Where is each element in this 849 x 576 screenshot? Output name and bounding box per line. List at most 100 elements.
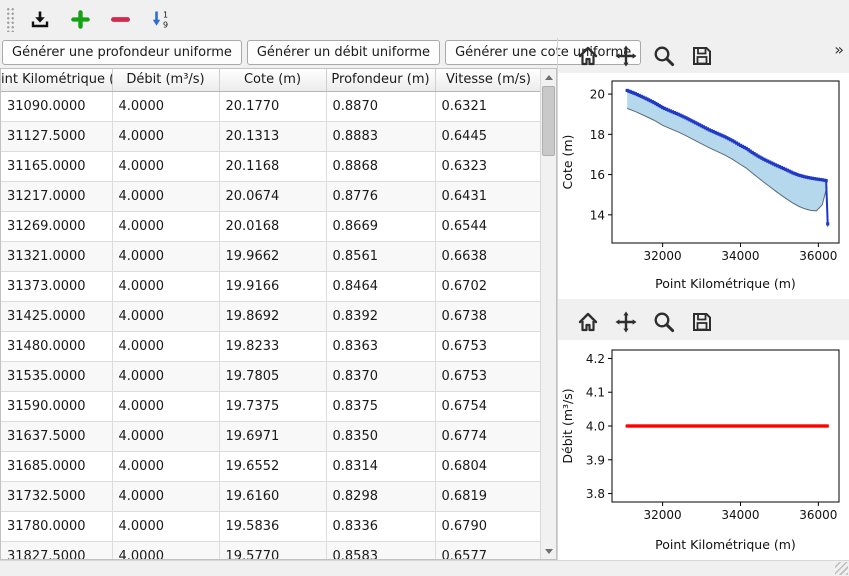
table-row[interactable]: 31590.0000 4.0000 19.7375 0.8375 0.6754 xyxy=(1,391,543,422)
column-header[interactable]: Débit (m³/s) xyxy=(112,69,220,92)
table-row[interactable]: 31685.0000 4.0000 19.6552 0.8314 0.6804 xyxy=(1,451,543,482)
table-cell[interactable]: 0.6819 xyxy=(435,481,543,512)
table-cell[interactable]: 4.0000 xyxy=(112,331,220,362)
zoom-button[interactable] xyxy=(650,308,678,336)
table-cell[interactable]: 0.8669 xyxy=(326,211,436,242)
export-button[interactable] xyxy=(26,5,54,33)
table-cell[interactable]: 19.7375 xyxy=(219,391,327,422)
column-header[interactable]: int Kilométrique ( xyxy=(1,69,113,92)
table-cell[interactable]: 20.1168 xyxy=(219,151,327,182)
table-cell[interactable]: 4.0000 xyxy=(112,391,220,422)
table-cell[interactable]: 19.5770 xyxy=(219,541,327,559)
table-cell[interactable]: 31321.0000 xyxy=(1,241,113,272)
table-cell[interactable]: 0.8370 xyxy=(326,361,436,392)
table-cell[interactable]: 20.0168 xyxy=(219,211,327,242)
table-cell[interactable]: 0.6323 xyxy=(435,151,543,182)
table-row[interactable]: 31127.5000 4.0000 20.1313 0.8883 0.6445 xyxy=(1,121,543,152)
table-row[interactable]: 31827.5000 4.0000 19.5770 0.8583 0.6577 xyxy=(1,541,543,559)
table-row[interactable]: 31780.0000 4.0000 19.5836 0.8336 0.6790 xyxy=(1,511,543,542)
table-cell[interactable]: 4.0000 xyxy=(112,481,220,512)
add-row-button[interactable] xyxy=(66,5,94,33)
table-cell[interactable]: 0.6804 xyxy=(435,451,543,482)
table-cell[interactable]: 4.0000 xyxy=(112,91,220,122)
table-row[interactable]: 31535.0000 4.0000 19.7805 0.8370 0.6753 xyxy=(1,361,543,392)
save-button[interactable] xyxy=(688,42,716,70)
table-row[interactable]: 31321.0000 4.0000 19.9662 0.8561 0.6638 xyxy=(1,241,543,272)
cote-chart-canvas[interactable]: 32000 34000 36000 14 16 18 20 Point Kilométriqu… xyxy=(558,73,849,296)
table-cell[interactable]: 4.0000 xyxy=(112,541,220,559)
table-cell[interactable]: 4.0000 xyxy=(112,301,220,332)
pan-button[interactable] xyxy=(612,42,640,70)
table-cell[interactable]: 31535.0000 xyxy=(1,361,113,392)
table-cell[interactable]: 20.1770 xyxy=(219,91,327,122)
generate-depth-button[interactable]: Générer une profondeur uniforme xyxy=(2,40,242,65)
table-cell[interactable]: 0.6753 xyxy=(435,331,543,362)
table-cell[interactable]: 0.6790 xyxy=(435,511,543,542)
table-cell[interactable]: 4.0000 xyxy=(112,271,220,302)
toolbar-overflow-chevron[interactable]: » xyxy=(834,40,844,59)
home-button[interactable] xyxy=(574,308,602,336)
table-cell[interactable]: 20.0674 xyxy=(219,181,327,212)
table-cell[interactable]: 0.6544 xyxy=(435,211,543,242)
table-cell[interactable]: 19.6971 xyxy=(219,421,327,452)
table-cell[interactable]: 4.0000 xyxy=(112,181,220,212)
table-cell[interactable]: 4.0000 xyxy=(112,151,220,182)
table-cell[interactable]: 31590.0000 xyxy=(1,391,113,422)
remove-row-button[interactable] xyxy=(106,5,134,33)
debit-chart-canvas[interactable]: 32000 34000 36000 3.8 3.9 4.0 4.1 4.2 Point Kilo… xyxy=(558,340,849,556)
table-row[interactable]: 31480.0000 4.0000 19.8233 0.8363 0.6753 xyxy=(1,331,543,362)
table-cell[interactable]: 4.0000 xyxy=(112,241,220,272)
table-row[interactable]: 31269.0000 4.0000 20.0168 0.8669 0.6544 xyxy=(1,211,543,242)
column-header[interactable]: Profondeur (m) xyxy=(326,69,436,92)
column-header[interactable]: Vitesse (m/s) xyxy=(435,69,543,92)
table-cell[interactable]: 4.0000 xyxy=(112,211,220,242)
table-cell[interactable]: 31685.0000 xyxy=(1,451,113,482)
table-cell[interactable]: 0.8363 xyxy=(326,331,436,362)
table-cell[interactable]: 19.6160 xyxy=(219,481,327,512)
table-cell[interactable]: 0.8870 xyxy=(326,91,436,122)
table-cell[interactable]: 31827.5000 xyxy=(1,541,113,559)
table-cell[interactable]: 0.8776 xyxy=(326,181,436,212)
table-cell[interactable]: 0.8350 xyxy=(326,421,436,452)
table-cell[interactable]: 0.6753 xyxy=(435,361,543,392)
table-cell[interactable]: 31480.0000 xyxy=(1,331,113,362)
table-row[interactable]: 31732.5000 4.0000 19.6160 0.8298 0.6819 xyxy=(1,481,543,512)
table-cell[interactable]: 0.6754 xyxy=(435,391,543,422)
table-cell[interactable]: 19.5836 xyxy=(219,511,327,542)
table-cell[interactable]: 0.6445 xyxy=(435,121,543,152)
table-cell[interactable]: 31373.0000 xyxy=(1,271,113,302)
table-cell[interactable]: 4.0000 xyxy=(112,421,220,452)
table-cell[interactable]: 19.6552 xyxy=(219,451,327,482)
scrollbar-thumb[interactable] xyxy=(542,86,555,156)
scroll-up-button[interactable] xyxy=(541,69,556,85)
table-row[interactable]: 31217.0000 4.0000 20.0674 0.8776 0.6431 xyxy=(1,181,543,212)
table-cell[interactable]: 0.8336 xyxy=(326,511,436,542)
table-cell[interactable]: 31637.5000 xyxy=(1,421,113,452)
table-cell[interactable]: 4.0000 xyxy=(112,361,220,392)
table-cell[interactable]: 0.8375 xyxy=(326,391,436,422)
table-cell[interactable]: 0.8561 xyxy=(326,241,436,272)
table-row[interactable]: 31373.0000 4.0000 19.9166 0.8464 0.6702 xyxy=(1,271,543,302)
generate-flow-button[interactable]: Générer un débit uniforme xyxy=(246,40,441,65)
table-cell[interactable]: 19.9166 xyxy=(219,271,327,302)
table-cell[interactable]: 0.6774 xyxy=(435,421,543,452)
table-cell[interactable]: 0.6702 xyxy=(435,271,543,302)
table-cell[interactable]: 19.8233 xyxy=(219,331,327,362)
column-header[interactable]: Cote (m) xyxy=(219,69,327,92)
toolbar-drag-handle-icon[interactable] xyxy=(5,6,14,32)
table-cell[interactable]: 4.0000 xyxy=(112,511,220,542)
table-cell[interactable]: 0.6577 xyxy=(435,541,543,559)
table-row[interactable]: 31637.5000 4.0000 19.6971 0.8350 0.6774 xyxy=(1,421,543,452)
table-cell[interactable]: 0.8583 xyxy=(326,541,436,559)
table-cell[interactable]: 4.0000 xyxy=(112,121,220,152)
table-cell[interactable]: 0.8883 xyxy=(326,121,436,152)
resize-grip[interactable] xyxy=(835,562,848,575)
table-cell[interactable]: 31127.5000 xyxy=(1,121,113,152)
pan-button[interactable] xyxy=(612,308,640,336)
table-cell[interactable]: 4.0000 xyxy=(112,451,220,482)
save-button[interactable] xyxy=(688,308,716,336)
table-cell[interactable]: 31217.0000 xyxy=(1,181,113,212)
table-cell[interactable]: 19.8692 xyxy=(219,301,327,332)
table-cell[interactable]: 31269.0000 xyxy=(1,211,113,242)
table-cell[interactable]: 19.9662 xyxy=(219,241,327,272)
